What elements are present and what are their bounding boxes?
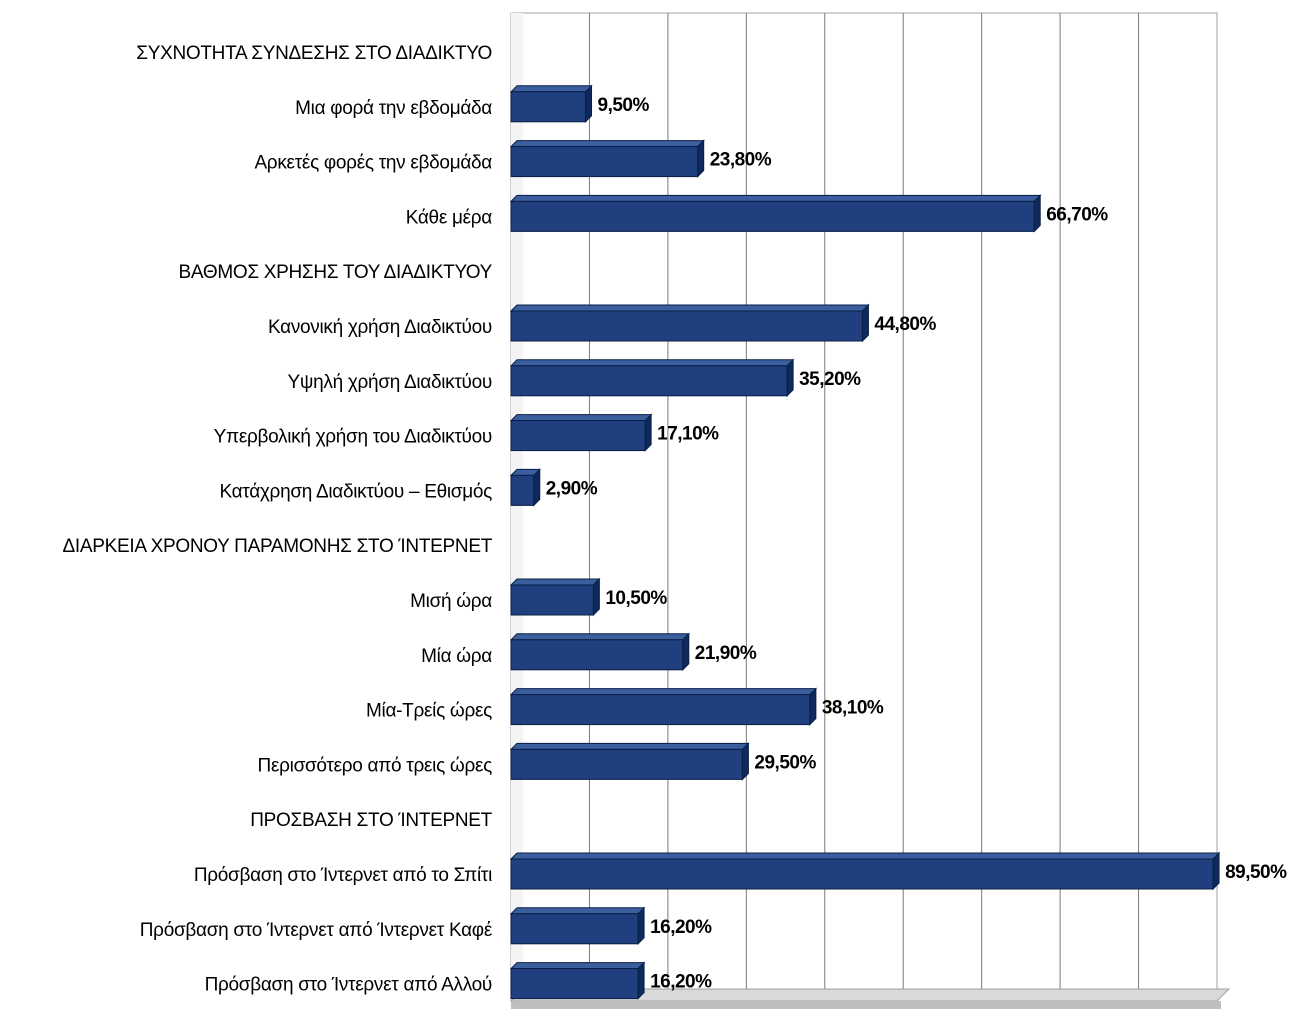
bar-front bbox=[510, 639, 684, 671]
bar bbox=[509, 84, 593, 124]
plot-area bbox=[510, 12, 1218, 1002]
bar-front bbox=[510, 365, 788, 397]
bar bbox=[509, 194, 1042, 233]
data-label: 17,10% bbox=[657, 424, 719, 445]
bar-front bbox=[510, 420, 646, 452]
bar-top bbox=[509, 633, 691, 641]
bar bbox=[509, 468, 541, 507]
category-label: Μία-Τρείς ώρες bbox=[366, 701, 492, 722]
category-label: Μισή ώρα bbox=[410, 591, 492, 612]
bar-top bbox=[509, 688, 818, 696]
bar-side bbox=[697, 139, 705, 178]
data-label: 10,50% bbox=[605, 588, 667, 609]
bar-side bbox=[637, 906, 645, 946]
bar bbox=[509, 961, 646, 1000]
bar bbox=[509, 742, 750, 781]
bar bbox=[509, 413, 653, 452]
category-label: ΠΡΟΣΒΑΣΗ ΣΤΟ ΊΝΤΕΡΝΕΤ bbox=[250, 810, 492, 831]
bar-side bbox=[644, 413, 652, 452]
bar-top bbox=[509, 414, 653, 422]
data-label: 16,20% bbox=[650, 972, 712, 993]
bar-front bbox=[510, 91, 587, 123]
category-label: Πρόσβαση στο Ίντερνετ από Ίντερνετ Καφέ bbox=[140, 920, 493, 941]
bar-top bbox=[509, 85, 593, 93]
bar-top bbox=[509, 907, 646, 915]
bar-top bbox=[509, 578, 601, 586]
data-label: 9,50% bbox=[598, 95, 650, 116]
category-label: Πρόσβαση στο Ίντερνετ από το Σπίτι bbox=[194, 865, 492, 886]
bar-top bbox=[509, 140, 705, 148]
data-label: 66,70% bbox=[1046, 204, 1108, 225]
category-label: Υψηλή χρήση Διαδικτύου bbox=[288, 372, 492, 393]
bar-top bbox=[509, 304, 870, 312]
category-label: Αρκετές φορές την εβδομάδα bbox=[254, 153, 492, 174]
category-label: Υπερβολική χρήση του Διαδικτύου bbox=[214, 427, 492, 448]
plot-floor-edge bbox=[511, 1001, 1221, 1009]
bar bbox=[509, 577, 601, 617]
bar-front bbox=[510, 200, 1035, 232]
bar-top bbox=[509, 852, 1221, 860]
data-label: 2,90% bbox=[546, 478, 598, 499]
data-label: 89,50% bbox=[1225, 862, 1287, 883]
data-label: 16,20% bbox=[650, 917, 712, 938]
bar-side bbox=[786, 358, 794, 398]
bar-side bbox=[637, 961, 645, 1000]
data-label: 23,80% bbox=[710, 150, 772, 171]
category-label: Μια φορά την εβδομάδα bbox=[295, 98, 492, 119]
bar bbox=[509, 303, 870, 343]
data-label: 44,80% bbox=[874, 314, 936, 335]
bar bbox=[509, 139, 705, 178]
category-label: ΒΑΘΜΟΣ ΧΡΗΣΗΣ ΤΟΥ ΔΙΑΔΙΚΤΥΟΥ bbox=[179, 262, 493, 283]
category-label: ΔΙΑΡΚΕΙΑ ΧΡΟΝΟΥ ΠΑΡΑΜΟΝΗΣ ΣΤΟ ΊΝΤΕΡΝΕΤ bbox=[63, 536, 493, 557]
bar-side bbox=[585, 84, 593, 124]
bar-side bbox=[861, 303, 869, 343]
bar-front bbox=[510, 584, 594, 616]
bar-front bbox=[510, 913, 639, 945]
bar-front bbox=[510, 858, 1214, 890]
category-label: Κάθε μέρα bbox=[406, 207, 493, 228]
bar-side bbox=[809, 687, 817, 726]
data-label: 21,90% bbox=[695, 643, 757, 664]
bar bbox=[509, 358, 795, 398]
category-label: Πρόσβαση στο Ίντερνετ από Αλλού bbox=[205, 975, 492, 996]
category-label: Κατάχρηση Διαδικτύου – Εθισμός bbox=[219, 481, 492, 502]
data-label: 38,10% bbox=[822, 698, 884, 719]
bar-side bbox=[682, 632, 690, 672]
bar bbox=[509, 632, 691, 672]
bar-top bbox=[509, 194, 1042, 202]
bar-side bbox=[1212, 851, 1220, 891]
bar-side bbox=[1033, 194, 1041, 233]
bar-top bbox=[509, 742, 750, 750]
bar-top bbox=[509, 962, 646, 970]
bar-front bbox=[510, 310, 863, 342]
data-label: 29,50% bbox=[754, 752, 816, 773]
bar-front bbox=[510, 474, 535, 506]
bar-side bbox=[533, 468, 541, 507]
bar-side bbox=[741, 742, 749, 781]
bar-front bbox=[510, 968, 639, 1000]
bar-side bbox=[592, 577, 600, 617]
data-label: 35,20% bbox=[799, 369, 861, 390]
bar-front bbox=[510, 748, 743, 780]
category-label: Μία ώρα bbox=[421, 646, 492, 667]
category-label: Κανονική χρήση Διαδικτύου bbox=[268, 317, 492, 338]
bar-front bbox=[510, 146, 699, 178]
bar-top bbox=[509, 359, 795, 367]
bar bbox=[509, 851, 1221, 891]
category-label: Περισσότερο από τρεις ώρες bbox=[258, 755, 493, 776]
category-label: ΣΥΧΝΟΤΗΤΑ ΣΥΝΔΕΣΗΣ ΣΤΟ ΔΙΑΔΙΚΤΥΟ bbox=[136, 43, 492, 64]
bar bbox=[509, 906, 646, 946]
bar bbox=[509, 687, 818, 726]
bar-front bbox=[510, 694, 811, 726]
